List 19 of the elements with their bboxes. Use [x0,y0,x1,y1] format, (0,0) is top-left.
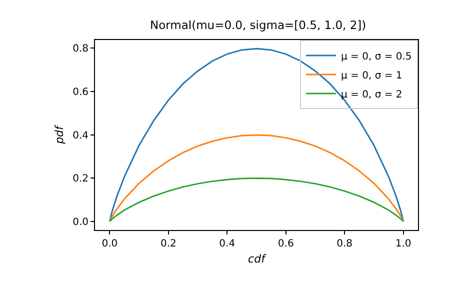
y-tick-label: 0.4 [72,130,88,142]
y-tick-label: 0.2 [72,174,88,185]
x-tick-label: 0.0 [102,238,118,250]
x-axis-title: cdf [248,252,268,266]
legend-label: μ = 0, σ = 0.5 [341,51,412,62]
line-series [108,134,404,222]
x-tick-label: 0.4 [219,238,236,250]
x-tick-label: 0.8 [336,238,353,250]
x-tick-label: 0.6 [278,238,294,250]
y-tick-label: 0.0 [72,216,88,228]
x-tick-label: 1.0 [395,238,412,250]
y-axis-title: pdf [53,124,66,145]
legend-label: μ = 0, σ = 2 [341,89,402,100]
chart-title: Normal(mu=0.0, sigma=[0.5, 1.0, 2]) [150,18,366,32]
y-tick-label: 0.6 [72,87,88,98]
legend-label: μ = 0, σ = 1 [341,70,402,82]
line-series [108,178,404,222]
y-tick-label: 0.8 [72,44,88,55]
x-tick-label: 0.2 [160,238,176,250]
